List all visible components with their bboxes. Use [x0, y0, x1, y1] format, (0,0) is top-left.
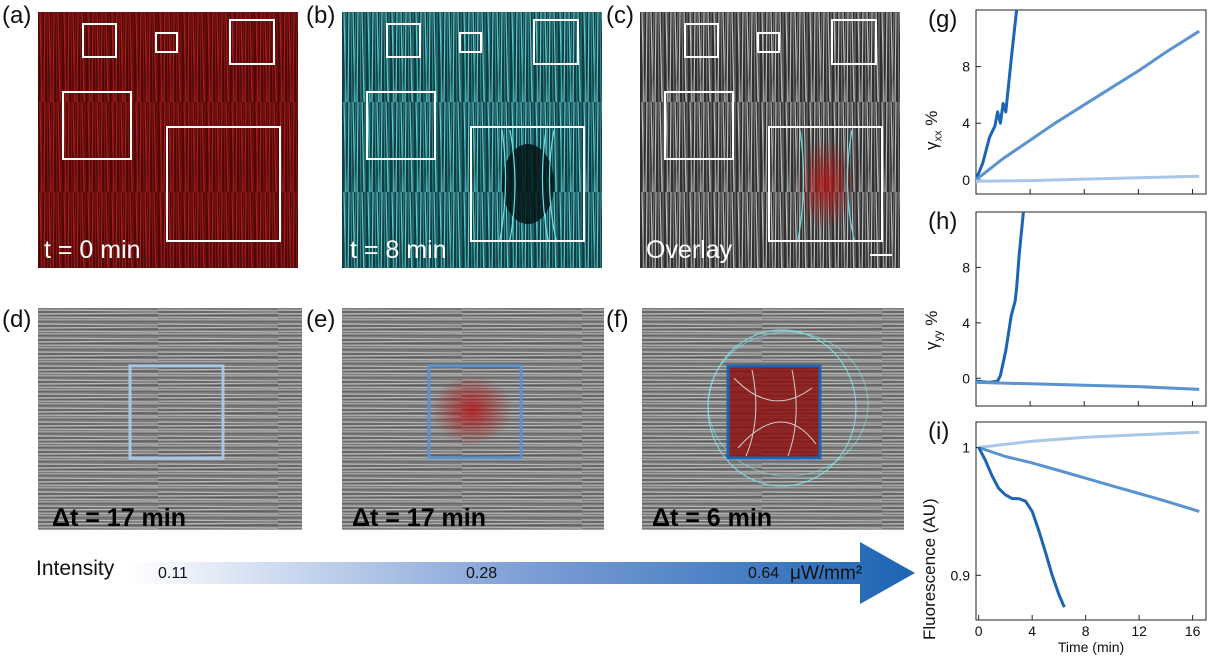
micrograph-overlay — [640, 12, 900, 268]
plot-frame — [975, 211, 1207, 407]
y-tick-label: 0 — [962, 172, 970, 188]
panel-label-b: (b) — [306, 2, 336, 29]
panel-label-i: (i) — [928, 418, 950, 445]
delta-time-f: Δt = 6 min — [652, 504, 773, 532]
roi-box — [757, 32, 780, 53]
x-tick-label: 16 — [1185, 623, 1201, 639]
series-line-dark — [977, 446, 1066, 608]
intensity-unit: μW/mm² — [790, 563, 863, 584]
roi-box — [664, 91, 734, 160]
chart-fluorescence: 0.9 1 0 4 8 12 16 Time (min) — [951, 421, 1207, 655]
roi-box — [166, 126, 281, 242]
micrograph-mid-intensity — [342, 308, 604, 530]
intensity-mid: 0.28 — [466, 565, 498, 582]
roi-box — [82, 23, 117, 58]
x-tick-label: 8 — [1082, 623, 1090, 639]
series-line-light — [976, 174, 1200, 183]
overlay-caption: Overlay — [646, 236, 733, 264]
panel-label-f: (f) — [606, 306, 629, 333]
roi-box — [470, 126, 585, 242]
micrograph-high-intensity — [642, 308, 904, 530]
delta-time-e: Δt = 17 min — [352, 504, 486, 532]
intensity-low: 0.11 — [158, 565, 188, 582]
y-tick-label: 8 — [962, 59, 970, 75]
series-line-mid — [976, 380, 1200, 391]
series-line-mid — [978, 446, 1200, 513]
x-tick-label: 0 — [975, 623, 983, 639]
micrograph-cyan — [342, 12, 602, 268]
series-line-dark — [976, 212, 1025, 384]
y-tick-label: 1 — [962, 440, 970, 456]
series-line-dark — [976, 10, 1019, 181]
delta-time-d: Δt = 17 min — [52, 504, 186, 532]
roi-box — [386, 23, 421, 58]
micrograph-red — [38, 12, 298, 268]
y-tick-label: 8 — [962, 259, 970, 275]
roi-box — [533, 19, 579, 65]
panel-label-h: (h) — [928, 208, 958, 235]
time-caption-b: t = 8 min — [350, 236, 447, 264]
roi-box — [229, 19, 275, 65]
y-tick-label: 0 — [962, 370, 970, 386]
x-tick-label: 4 — [1028, 623, 1036, 639]
illumination-box — [128, 364, 225, 460]
roi-box — [62, 91, 132, 160]
micrograph-low-intensity — [38, 308, 302, 530]
panel-label-g: (g) — [928, 6, 958, 33]
plot-frame — [975, 421, 1207, 621]
y-tick-label: 4 — [962, 315, 970, 331]
illumination-box — [726, 364, 822, 460]
chart-strain-xx: 0 4 8 — [962, 9, 1207, 195]
panel-label-d: (d) — [2, 306, 32, 333]
series-line-light — [978, 430, 1200, 449]
intensity-arrow — [130, 542, 915, 604]
roi-box — [459, 32, 482, 53]
plot-frame — [975, 9, 1207, 195]
roi-box — [366, 91, 436, 160]
panel-label-a: (a) — [2, 2, 32, 29]
x-axis-label: Time (min) — [1058, 639, 1124, 655]
ylabel-fluorescence: Fluorescence (AU) — [920, 498, 939, 640]
y-tick-label: 0.9 — [951, 567, 971, 583]
intensity-title: Intensity — [36, 557, 115, 580]
illumination-box — [427, 364, 523, 460]
y-tick-label: 4 — [962, 115, 970, 131]
x-tick-label: 12 — [1131, 623, 1147, 639]
roi-box — [155, 32, 178, 53]
time-caption-a: t = 0 min — [44, 236, 141, 264]
roi-box — [768, 126, 883, 242]
roi-box — [831, 19, 877, 65]
panel-label-e: (e) — [306, 306, 336, 333]
chart-strain-yy: 0 4 8 — [962, 211, 1207, 407]
series-line-mid — [976, 29, 1200, 181]
roi-box — [684, 23, 719, 58]
intensity-high: 0.64 — [748, 565, 780, 582]
panel-label-c: (c) — [606, 2, 634, 29]
